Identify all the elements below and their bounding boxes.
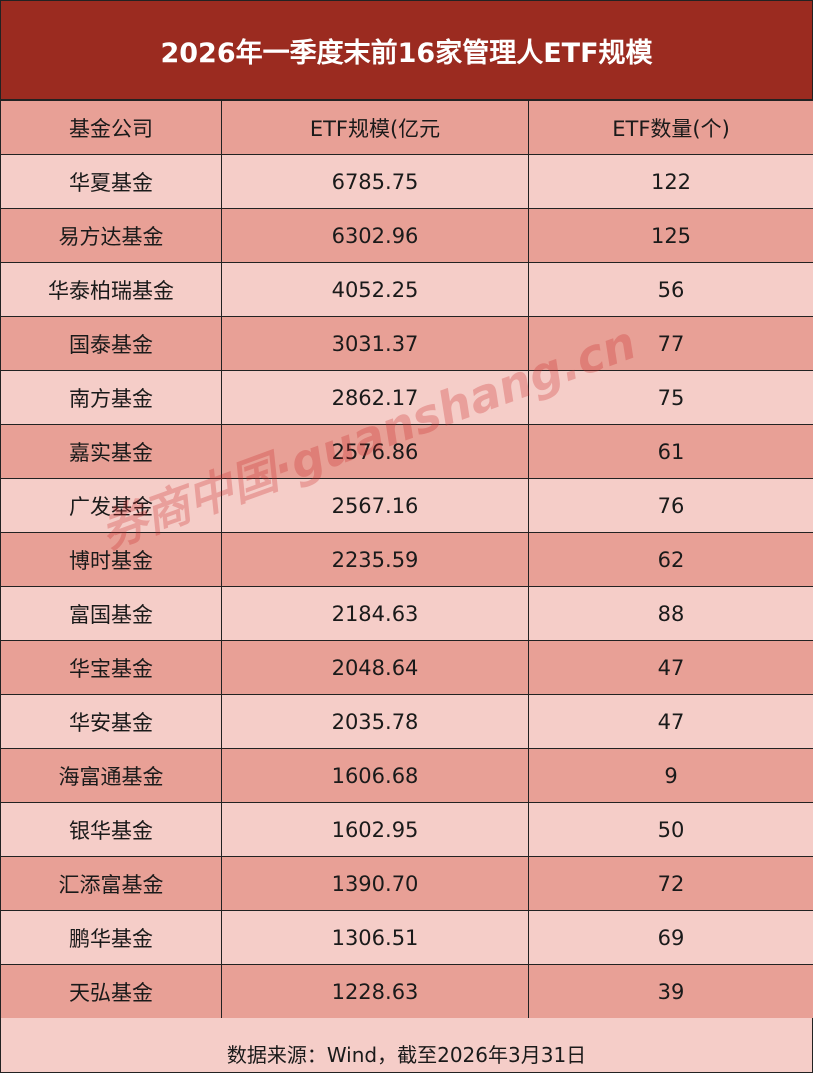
company-cell: 鹏华基金 (0, 910, 222, 965)
table-row: 华夏基金 6785.75 122 (0, 154, 813, 209)
table-row: 国泰基金 3031.37 77 (0, 316, 813, 371)
scale-cell: 1602.95 (221, 802, 529, 857)
company-cell: 华夏基金 (0, 154, 222, 209)
scale-cell: 2184.63 (221, 586, 529, 641)
count-cell: 56 (528, 262, 813, 317)
count-cell: 9 (528, 748, 813, 803)
scale-cell: 4052.25 (221, 262, 529, 317)
etf-table: 基金公司 ETF规模(亿元 ETF数量(个) 华夏基金 6785.75 122 易方达… (0, 100, 813, 1019)
scale-cell: 1390.70 (221, 856, 529, 911)
count-cell: 47 (528, 640, 813, 695)
scale-cell: 6302.96 (221, 208, 529, 263)
count-cell: 72 (528, 856, 813, 911)
company-cell: 国泰基金 (0, 316, 222, 371)
company-cell: 易方达基金 (0, 208, 222, 263)
table-body: 华夏基金 6785.75 122 易方达基金 6302.96 125 华泰柏瑞基金 4052.… (0, 154, 813, 1019)
count-cell: 62 (528, 532, 813, 587)
count-cell: 50 (528, 802, 813, 857)
scale-cell: 6785.75 (221, 154, 529, 209)
count-cell: 75 (528, 370, 813, 425)
scale-cell: 1228.63 (221, 964, 529, 1019)
scale-cell: 2048.64 (221, 640, 529, 695)
count-cell: 39 (528, 964, 813, 1019)
table-row: 嘉实基金 2576.86 61 (0, 424, 813, 479)
table-row: 华泰柏瑞基金 4052.25 56 (0, 262, 813, 317)
scale-cell: 2035.78 (221, 694, 529, 749)
company-cell: 博时基金 (0, 532, 222, 587)
source-note: 数据来源：Wind，截至2026年3月31日 (0, 1018, 813, 1073)
header-row: 基金公司 ETF规模(亿元 ETF数量(个) (0, 100, 813, 155)
company-cell: 华泰柏瑞基金 (0, 262, 222, 317)
table-row: 广发基金 2567.16 76 (0, 478, 813, 533)
table-row: 汇添富基金 1390.70 72 (0, 856, 813, 911)
scale-cell: 2235.59 (221, 532, 529, 587)
company-cell: 银华基金 (0, 802, 222, 857)
company-cell: 华宝基金 (0, 640, 222, 695)
scale-cell: 1306.51 (221, 910, 529, 965)
table-row: 富国基金 2184.63 88 (0, 586, 813, 641)
scale-cell: 2576.86 (221, 424, 529, 479)
count-cell: 61 (528, 424, 813, 479)
company-cell: 天弘基金 (0, 964, 222, 1019)
company-cell: 广发基金 (0, 478, 222, 533)
header-scale: ETF规模(亿元 (221, 100, 529, 155)
header-count: ETF数量(个) (528, 100, 813, 155)
count-cell: 47 (528, 694, 813, 749)
table-row: 海富通基金 1606.68 9 (0, 748, 813, 803)
company-cell: 富国基金 (0, 586, 222, 641)
header-company: 基金公司 (0, 100, 222, 155)
count-cell: 88 (528, 586, 813, 641)
company-cell: 南方基金 (0, 370, 222, 425)
scale-cell: 2567.16 (221, 478, 529, 533)
table-row: 华安基金 2035.78 47 (0, 694, 813, 749)
table-row: 天弘基金 1228.63 39 (0, 964, 813, 1019)
company-cell: 嘉实基金 (0, 424, 222, 479)
company-cell: 华安基金 (0, 694, 222, 749)
table-row: 博时基金 2235.59 62 (0, 532, 813, 587)
table-row: 华宝基金 2048.64 47 (0, 640, 813, 695)
count-cell: 69 (528, 910, 813, 965)
scale-cell: 2862.17 (221, 370, 529, 425)
scale-cell: 3031.37 (221, 316, 529, 371)
table-row: 银华基金 1602.95 50 (0, 802, 813, 857)
count-cell: 122 (528, 154, 813, 209)
count-cell: 77 (528, 316, 813, 371)
count-cell: 76 (528, 478, 813, 533)
count-cell: 125 (528, 208, 813, 263)
table-row: 易方达基金 6302.96 125 (0, 208, 813, 263)
table-title: 2026年一季度末前16家管理人ETF规模 (0, 0, 813, 100)
table-row: 南方基金 2862.17 75 (0, 370, 813, 425)
company-cell: 海富通基金 (0, 748, 222, 803)
company-cell: 汇添富基金 (0, 856, 222, 911)
scale-cell: 1606.68 (221, 748, 529, 803)
table-row: 鹏华基金 1306.51 69 (0, 910, 813, 965)
